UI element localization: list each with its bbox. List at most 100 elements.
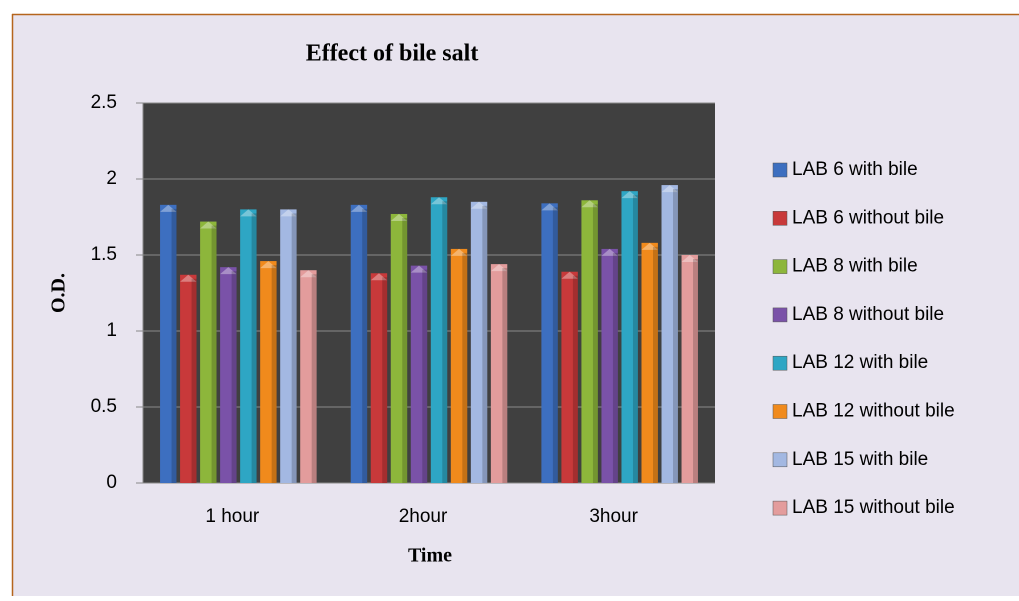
bar-body [280,209,297,483]
bar-cap [581,200,598,208]
bar-shade [612,252,618,483]
legend-swatch [772,162,788,178]
bar [200,221,217,483]
legend-label: LAB 12 without bile [792,401,955,422]
bar [621,191,638,483]
legend-label: LAB 15 with bile [792,449,928,470]
bar-shade [171,208,177,483]
bar [470,201,488,484]
bar [260,261,277,483]
bar-shade [552,207,558,483]
bar-body [561,271,578,483]
legend-swatch [772,355,788,371]
legend-swatch [772,404,788,419]
bar [641,242,658,483]
bar [160,204,177,483]
bar-body [450,248,468,483]
legend-swatch [772,452,788,468]
bar-shade [311,274,317,483]
bar-body [160,204,177,483]
bar [350,204,368,483]
bar-cap [160,204,177,212]
bar-shade [652,246,658,483]
bar [240,209,257,483]
bar-cap [661,185,678,193]
y-tick-label: 2.5 [91,92,117,113]
bar-shade [502,268,508,483]
x-tick-label: 3hour [589,506,638,527]
bar-body [390,213,408,483]
bar-body [621,191,638,483]
bar [390,213,408,483]
x-tick-label: 2hour [399,506,448,527]
bar-cap [621,191,638,199]
legend-label: LAB 15 without bile [792,497,955,518]
legend-label: LAB 6 with bile [792,159,918,180]
bar-body [581,200,598,483]
bar-cap [350,204,368,212]
y-tick-label: 1 [106,320,117,341]
bar-cap [180,274,197,282]
plot-area [143,103,715,483]
y-tick-label: 2 [106,168,117,189]
bar-shade [672,189,678,483]
bar [180,274,197,483]
bar-body [350,204,368,483]
bar-shade [592,204,598,483]
bar-shade [442,201,448,484]
bar-cap [450,248,468,256]
bar-body [240,209,257,483]
bar-body [220,267,237,483]
x-tick-label: 1 hour [205,506,260,527]
bar-body [601,248,618,483]
bar [601,248,618,483]
y-tick-label: 0 [106,472,117,493]
bar-body [200,221,217,483]
bar-cap [220,267,237,275]
legend-label: LAB 6 without bile [792,207,944,228]
bar [220,267,237,483]
bar [370,273,388,483]
bar [450,248,468,483]
bar-body [370,273,388,483]
y-tick-label: 1.5 [91,244,117,265]
bar-cap [260,261,277,269]
bar-cap [200,221,217,229]
bar-body [300,270,317,483]
bar-cap [470,201,488,209]
bar-shade [422,269,428,483]
bar-cap [430,197,448,205]
bar-shade [482,205,488,484]
legend-label: LAB 12 with bile [792,352,928,373]
bar-body [430,197,448,484]
bar [410,265,428,483]
legend-swatch [772,500,788,516]
bar-shade [402,217,408,483]
bar [541,203,558,483]
bar-shade [462,252,468,483]
bar [581,200,598,483]
bar-body [490,264,508,483]
chart-title: Effect of bile salt [306,41,479,67]
bar-body [681,255,698,483]
bar-cap [410,265,428,273]
bar-body [260,261,277,483]
bar-cap [490,264,508,272]
legend-label: LAB 8 without bile [792,304,944,325]
bar [661,185,678,483]
bar-shade [251,213,257,483]
bar-cap [370,273,388,281]
legend-swatch [772,259,788,274]
bar-shade [291,213,297,483]
bar-cap [641,242,658,250]
bar [280,209,297,483]
bar-body [470,201,488,484]
bar-shade [693,259,698,483]
bar [681,255,698,483]
bar [430,197,448,484]
bar [300,270,317,483]
y-tick-label: 0.5 [91,396,117,417]
bar-cap [300,270,317,278]
